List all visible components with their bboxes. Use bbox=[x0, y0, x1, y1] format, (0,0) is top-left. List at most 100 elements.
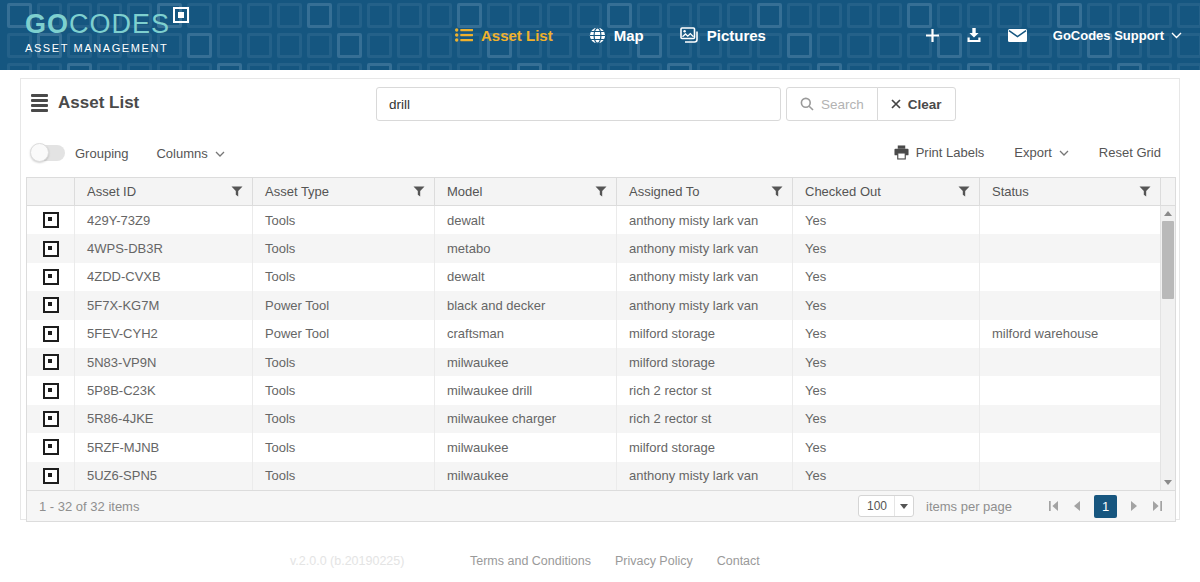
cell-checked-out: Yes bbox=[792, 320, 979, 348]
filter-icon[interactable] bbox=[771, 186, 783, 197]
column-label: Asset Type bbox=[265, 184, 329, 199]
qr-code-cell[interactable] bbox=[27, 462, 74, 490]
qr-code-cell[interactable] bbox=[27, 348, 74, 376]
scrollbar-thumb[interactable] bbox=[1162, 221, 1174, 299]
qr-code-cell[interactable] bbox=[27, 234, 74, 262]
cell-asset-id: 5N83-VP9N bbox=[74, 348, 252, 376]
cell-model: milwaukee bbox=[434, 462, 616, 490]
filter-icon[interactable] bbox=[413, 186, 425, 197]
cell-asset-id: 5P8B-C23K bbox=[74, 376, 252, 404]
qr-code-cell[interactable] bbox=[27, 263, 74, 291]
table-header-row: Asset ID Asset Type Model Assigned To Ch… bbox=[27, 178, 1175, 206]
qr-code-cell[interactable] bbox=[27, 320, 74, 348]
cell-asset-id: 4WPS-DB3R bbox=[74, 234, 252, 262]
toolbar-right: Print Labels Export Reset Grid bbox=[894, 145, 1161, 160]
scroll-down-icon[interactable] bbox=[1164, 480, 1172, 485]
cell-assigned-to: milford storage bbox=[616, 433, 792, 461]
table-row[interactable]: 4WPS-DB3RToolsmetaboanthony misty lark v… bbox=[27, 234, 1175, 262]
account-menu[interactable]: GoCodes Support bbox=[1053, 28, 1182, 43]
cell-status bbox=[979, 405, 1160, 433]
cell-asset-type: Tools bbox=[252, 376, 434, 404]
cell-asset-type: Power Tool bbox=[252, 291, 434, 319]
table-row[interactable]: 5RZF-MJNBToolsmilwaukeemilford storageYe… bbox=[27, 433, 1175, 461]
cell-asset-id: 5F7X-KG7M bbox=[74, 291, 252, 319]
logo-tagline: ASSET MANAGEMENT bbox=[25, 42, 189, 54]
columns-dropdown[interactable]: Columns bbox=[156, 146, 224, 161]
qr-code-cell[interactable] bbox=[27, 405, 74, 433]
printer-icon bbox=[894, 145, 909, 160]
column-header-asset-type[interactable]: Asset Type bbox=[252, 178, 434, 205]
qr-code-cell[interactable] bbox=[27, 433, 74, 461]
table-row[interactable]: 4ZDD-CVXBToolsdewaltanthony misty lark v… bbox=[27, 263, 1175, 291]
column-label: Asset ID bbox=[87, 184, 136, 199]
last-page-icon[interactable] bbox=[1152, 501, 1163, 511]
scroll-up-icon[interactable] bbox=[1164, 211, 1172, 216]
qr-code-cell[interactable] bbox=[27, 291, 74, 319]
column-header-asset-id[interactable]: Asset ID bbox=[74, 178, 252, 205]
search-button[interactable]: Search bbox=[786, 87, 878, 121]
cell-asset-id: 5RZF-MJNB bbox=[74, 433, 252, 461]
table-row[interactable]: 5R86-4JKEToolsmilwaukee chargerrich 2 re… bbox=[27, 405, 1175, 433]
filter-icon[interactable] bbox=[595, 186, 607, 197]
mail-icon[interactable] bbox=[1008, 29, 1027, 42]
prev-page-icon[interactable] bbox=[1073, 501, 1080, 511]
search-icon bbox=[800, 97, 814, 111]
page-footer: v.2.0.0 (b.20190225) Terms and Condition… bbox=[0, 546, 1200, 576]
export-dropdown[interactable]: Export bbox=[1014, 145, 1069, 160]
contact-link[interactable]: Contact bbox=[717, 554, 760, 568]
cell-model: dewalt bbox=[434, 206, 616, 234]
cell-assigned-to: rich 2 rector st bbox=[616, 405, 792, 433]
table-row[interactable]: 5P8B-C23KToolsmilwaukee drillrich 2 rect… bbox=[27, 376, 1175, 404]
cell-asset-id: 5FEV-CYH2 bbox=[74, 320, 252, 348]
reset-grid-button[interactable]: Reset Grid bbox=[1099, 145, 1161, 160]
table-row[interactable]: 5UZ6-SPN5Toolsmilwaukeeanthony misty lar… bbox=[27, 462, 1175, 490]
qr-code-icon bbox=[43, 297, 59, 313]
cell-status bbox=[979, 376, 1160, 404]
print-labels-button[interactable]: Print Labels bbox=[894, 145, 985, 160]
filter-icon[interactable] bbox=[1139, 186, 1151, 197]
table-row[interactable]: 5N83-VP9NToolsmilwaukeemilford storageYe… bbox=[27, 348, 1175, 376]
column-header-checked-out[interactable]: Checked Out bbox=[792, 178, 979, 205]
logo-wordmark: GOCODES bbox=[25, 11, 170, 38]
cell-model: milwaukee bbox=[434, 433, 616, 461]
search-input[interactable] bbox=[376, 87, 781, 121]
gocodes-logo[interactable]: GOCODES ASSET MANAGEMENT bbox=[25, 11, 189, 54]
nav-item-asset-list[interactable]: Asset List bbox=[455, 27, 553, 44]
cell-model: milwaukee drill bbox=[434, 376, 616, 404]
clear-button[interactable]: Clear bbox=[877, 87, 956, 121]
plus-icon[interactable] bbox=[925, 28, 940, 43]
search-group: Search Clear bbox=[376, 87, 956, 121]
first-page-icon[interactable] bbox=[1048, 501, 1059, 511]
cell-model: craftsman bbox=[434, 320, 616, 348]
cell-model: milwaukee charger bbox=[434, 405, 616, 433]
grouping-toggle[interactable] bbox=[31, 145, 65, 161]
nav-item-map[interactable]: Map bbox=[589, 27, 644, 44]
cell-asset-id: 4ZDD-CVXB bbox=[74, 263, 252, 291]
cell-checked-out: Yes bbox=[792, 263, 979, 291]
table-row[interactable]: 5F7X-KG7MPower Toolblack and deckerantho… bbox=[27, 291, 1175, 319]
nav-item-pictures[interactable]: Pictures bbox=[680, 27, 766, 44]
download-icon[interactable] bbox=[966, 27, 982, 43]
current-page-button[interactable]: 1 bbox=[1094, 495, 1117, 518]
qr-code-cell[interactable] bbox=[27, 206, 74, 234]
terms-link[interactable]: Terms and Conditions bbox=[470, 554, 591, 568]
table-row[interactable]: 429Y-73Z9Toolsdewaltanthony misty lark v… bbox=[27, 206, 1175, 234]
column-header-assigned-to[interactable]: Assigned To bbox=[616, 178, 792, 205]
column-header-status[interactable]: Status bbox=[979, 178, 1160, 205]
cell-assigned-to: rich 2 rector st bbox=[616, 376, 792, 404]
chevron-down-icon bbox=[1171, 32, 1182, 39]
cell-assigned-to: milford storage bbox=[616, 348, 792, 376]
cell-assigned-to: anthony misty lark van bbox=[616, 263, 792, 291]
table-row[interactable]: 5FEV-CYH2Power Toolcraftsmanmilford stor… bbox=[27, 320, 1175, 348]
next-page-icon[interactable] bbox=[1131, 501, 1138, 511]
list-icon bbox=[31, 94, 48, 112]
page-size-select[interactable]: 100 bbox=[858, 495, 914, 517]
filter-icon[interactable] bbox=[958, 186, 970, 197]
nav-label: Asset List bbox=[481, 27, 553, 44]
privacy-link[interactable]: Privacy Policy bbox=[615, 554, 693, 568]
column-header-model[interactable]: Model bbox=[434, 178, 616, 205]
filter-icon[interactable] bbox=[231, 186, 243, 197]
cell-model: black and decker bbox=[434, 291, 616, 319]
qr-code-cell[interactable] bbox=[27, 376, 74, 404]
cell-status bbox=[979, 263, 1160, 291]
